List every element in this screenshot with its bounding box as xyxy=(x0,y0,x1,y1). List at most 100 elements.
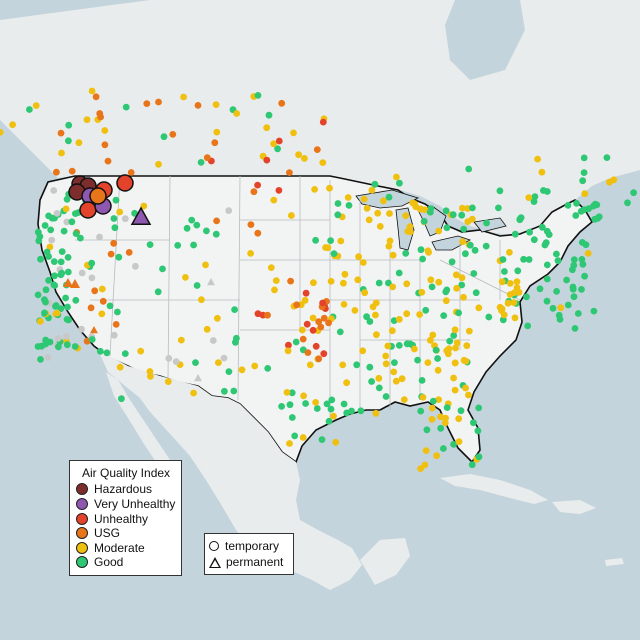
monitor-dot-510 xyxy=(160,133,168,141)
monitor-dot-561 xyxy=(506,280,514,287)
monitor-dot-177 xyxy=(254,310,262,318)
monitor-dot-211 xyxy=(400,396,408,403)
monitor-dot-557 xyxy=(530,198,538,206)
monitor-dot-132 xyxy=(172,358,180,365)
monitor-dot-39 xyxy=(50,187,58,194)
monitor-dot-279 xyxy=(384,342,392,350)
monitor-dot-257 xyxy=(327,277,335,285)
monitor-dot-192 xyxy=(293,301,301,309)
monitor-dot-large-593 xyxy=(89,187,107,205)
monitor-dot-207 xyxy=(402,212,410,220)
monitor-dot-69 xyxy=(53,309,61,317)
monitor-dot-273 xyxy=(372,409,380,417)
monitor-dot-582 xyxy=(312,342,320,350)
monitor-dot-338 xyxy=(450,374,457,382)
monitor-dot-large-590 xyxy=(116,174,134,192)
monitor-dot-49 xyxy=(65,316,72,324)
monitor-dot-198 xyxy=(306,361,314,369)
monitor-dot-535 xyxy=(101,127,109,134)
monitor-dot-101 xyxy=(88,259,96,267)
yucatan-land xyxy=(360,538,410,585)
monitor-dot-448 xyxy=(526,228,533,236)
monitor-dot-328 xyxy=(420,217,428,225)
monitor-dot-431 xyxy=(466,241,474,249)
monitor-dot-418 xyxy=(582,241,590,249)
monitor-dot-433 xyxy=(496,187,504,195)
monitor-dot-485 xyxy=(180,93,188,101)
monitor-dot-24 xyxy=(64,254,72,261)
permanent-monitor-triangle-596 xyxy=(63,278,73,287)
monitor-dot-442 xyxy=(581,190,589,198)
very-unhealthy-swatch xyxy=(76,498,88,510)
monitor-dot-61 xyxy=(51,282,59,289)
monitor-dot-238 xyxy=(391,359,398,366)
monitor-dot-389 xyxy=(524,322,532,330)
monitor-dot-137 xyxy=(203,325,211,333)
monitor-dot-572 xyxy=(504,299,512,307)
monitor-dot-218 xyxy=(395,342,403,349)
monitor-dot-479 xyxy=(302,400,309,407)
monitor-dot-371 xyxy=(520,255,527,263)
monitor-dot-93 xyxy=(115,253,123,261)
monitor-dot-453 xyxy=(450,441,457,448)
monitor-dot-382 xyxy=(482,242,490,250)
monitor-dot-483 xyxy=(288,414,296,421)
monitor-dot-249 xyxy=(353,361,361,369)
monitor-dot-114 xyxy=(188,216,196,224)
monitor-dot-550 xyxy=(579,177,587,185)
monitor-dot-59 xyxy=(64,268,72,276)
monitor-dot-548 xyxy=(371,180,379,188)
monitor-dot-272 xyxy=(344,194,352,201)
monitor-dot-104 xyxy=(110,215,118,222)
legend-label: USG xyxy=(94,526,121,540)
monitor-dot-152 xyxy=(215,359,222,366)
monitor-dot-197 xyxy=(275,187,283,194)
monitor-dot-523 xyxy=(104,157,112,165)
monitor-dot-188 xyxy=(302,289,310,297)
monitor-dot-42 xyxy=(52,302,60,309)
circle-icon xyxy=(209,541,219,551)
monitor-dot-391 xyxy=(523,293,530,301)
monitor-dot-245 xyxy=(390,317,398,324)
monitor-dot-533 xyxy=(319,118,327,126)
monitor-dot-335 xyxy=(435,227,443,235)
temporary-label: temporary xyxy=(225,539,280,553)
monitor-dot-318 xyxy=(458,274,466,282)
monitor-dot-184 xyxy=(301,296,309,304)
monitor-dot-474 xyxy=(299,434,307,441)
permanent-monitor-triangle-595 xyxy=(70,279,80,288)
monitor-dot-199 xyxy=(264,311,271,319)
monitor-dot-171 xyxy=(267,264,275,271)
monitor-dot-470 xyxy=(318,436,326,443)
monitor-dot-428 xyxy=(556,316,564,323)
monitor-dot-22 xyxy=(62,294,69,302)
monitor-dot-258 xyxy=(398,375,406,383)
monitor-dot-196 xyxy=(254,229,262,237)
monitor-dot-511 xyxy=(254,92,262,99)
monitor-dot-125 xyxy=(230,387,238,395)
monitor-dot-375 xyxy=(553,250,560,258)
monitor-dot-517 xyxy=(68,167,76,175)
hispaniola-land xyxy=(552,500,596,514)
monitor-dot-496 xyxy=(92,93,100,101)
monitor-dot-358 xyxy=(451,386,459,394)
monitor-dot-41 xyxy=(63,218,71,226)
monitor-dot-10 xyxy=(46,243,54,251)
monitor-dot-183 xyxy=(264,365,272,372)
baja-land xyxy=(106,372,182,486)
monitor-dot-48 xyxy=(62,333,70,340)
monitor-dot-205 xyxy=(385,279,392,287)
monitor-dot-347 xyxy=(418,377,426,384)
monitor-dot-213 xyxy=(330,412,337,420)
monitor-dot-242 xyxy=(403,280,411,288)
monitor-dot-462 xyxy=(468,461,476,469)
legend-item-unhealthy: Unhealthy xyxy=(76,512,148,526)
legend-item-temporary: temporary xyxy=(209,539,279,553)
monitor-dot-158 xyxy=(254,181,261,189)
monitor-dot-540 xyxy=(525,194,533,202)
monitor-dot-429 xyxy=(578,256,586,263)
unhealthy-swatch xyxy=(76,513,88,525)
monitor-dot-222 xyxy=(389,283,397,291)
monitor-dot-225 xyxy=(343,379,350,387)
monitor-dot-27 xyxy=(62,205,70,213)
